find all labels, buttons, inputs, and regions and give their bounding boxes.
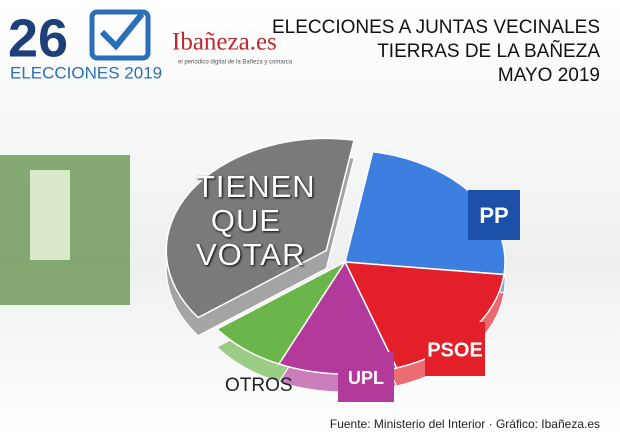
slice-label: UPL <box>348 368 384 388</box>
site-name: Ibañeza.es <box>172 29 277 56</box>
check-box <box>89 9 151 61</box>
party-logo <box>468 190 520 240</box>
party-logo <box>425 322 485 376</box>
pie <box>165 137 506 393</box>
slice <box>165 137 355 319</box>
ballot <box>30 170 70 260</box>
title-line: MAYO 2019 <box>498 65 600 86</box>
check-mark <box>99 12 145 51</box>
party-logo <box>338 352 394 402</box>
header-label: ELECCIONES 2019 <box>10 63 162 82</box>
header-number: 26 <box>8 8 68 68</box>
title-line: TIERRAS DE LA BAÑEZA <box>377 40 600 62</box>
slice-label: OTROS <box>225 375 293 396</box>
slice <box>215 260 348 365</box>
source: Fuente: Ministerio del Interior · Gráfic… <box>330 417 600 431</box>
slice-label: PSOE <box>427 339 483 361</box>
slice-label: PP <box>479 203 508 228</box>
slice-label: TIENEN QUE VOTAR <box>196 169 316 272</box>
site-tagline: el periódico digital de la Bañeza y coma… <box>178 60 293 66</box>
title-line: ELECCIONES A JUNTAS VECINALES <box>272 17 600 38</box>
